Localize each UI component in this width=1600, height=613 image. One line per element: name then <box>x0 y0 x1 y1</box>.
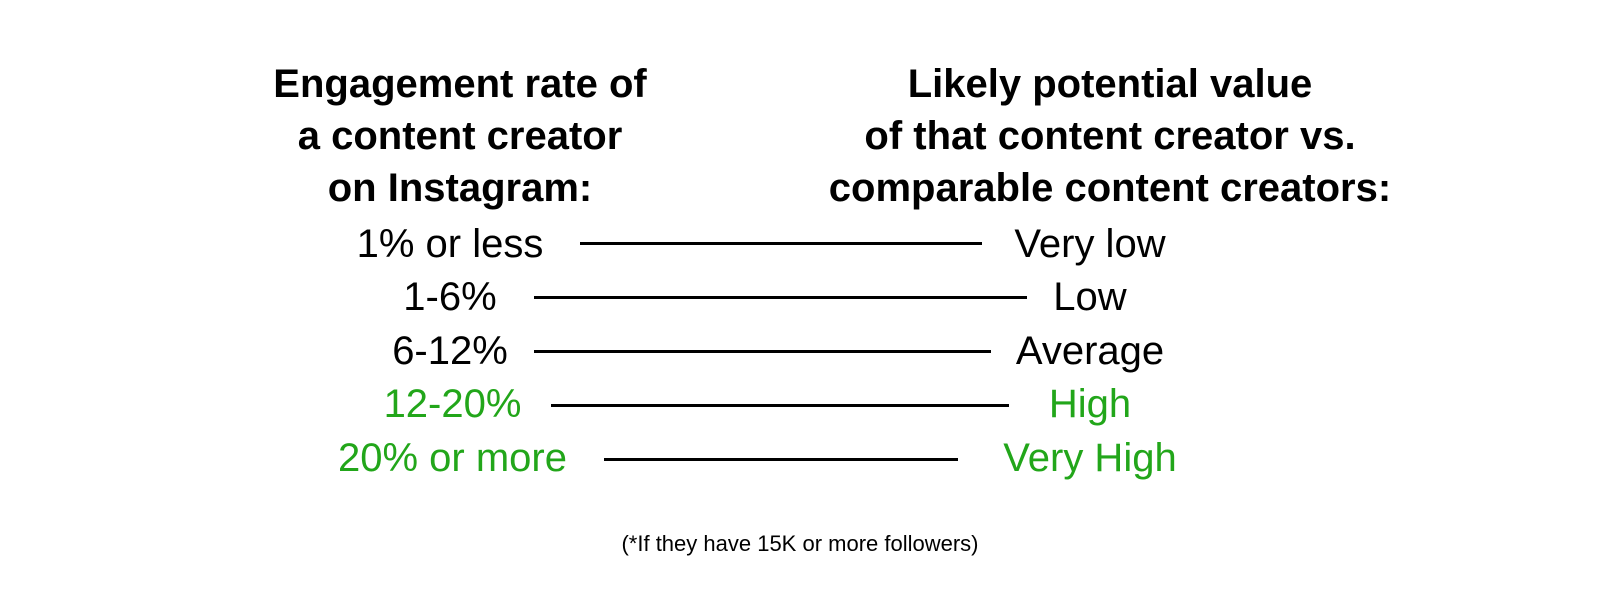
connector-line-2 <box>534 296 1027 299</box>
value-label-2: Low <box>1053 275 1127 319</box>
rate-label-2: 1-6% <box>403 275 497 319</box>
engagement-rate-header: Engagement rate of a content creator on … <box>250 58 670 214</box>
value-label-1: Very low <box>1014 222 1166 266</box>
value-label-4: High <box>1048 382 1132 426</box>
connector-line-1 <box>580 242 982 245</box>
footnote: (*If they have 15K or more followers) <box>621 531 979 556</box>
rate-label-5: 20% or more <box>338 436 567 480</box>
connector-line-4 <box>551 404 1009 407</box>
engagement-rate-header-line-3: on Instagram: <box>327 166 593 210</box>
connector-line-3 <box>534 350 991 353</box>
connector-line-5 <box>604 458 958 461</box>
engagement-rate-header-line-1: Engagement rate of <box>273 62 647 106</box>
value-label-3: Average <box>1015 329 1165 373</box>
potential-value-header-line-1: Likely potential value <box>907 62 1313 106</box>
rate-label-4: 12-20% <box>383 382 522 426</box>
rate-label-3: 6-12% <box>392 329 508 373</box>
potential-value-header-line-3: comparable content creators: <box>828 166 1392 210</box>
potential-value-header-line-2: of that content creator vs. <box>864 114 1356 158</box>
value-label-5: Very High <box>1003 436 1177 480</box>
engagement-rate-header-line-2: a content creator <box>297 114 623 158</box>
potential-value-header: Likely potential value of that content c… <box>790 58 1430 214</box>
rate-label-1: 1% or less <box>356 222 544 266</box>
